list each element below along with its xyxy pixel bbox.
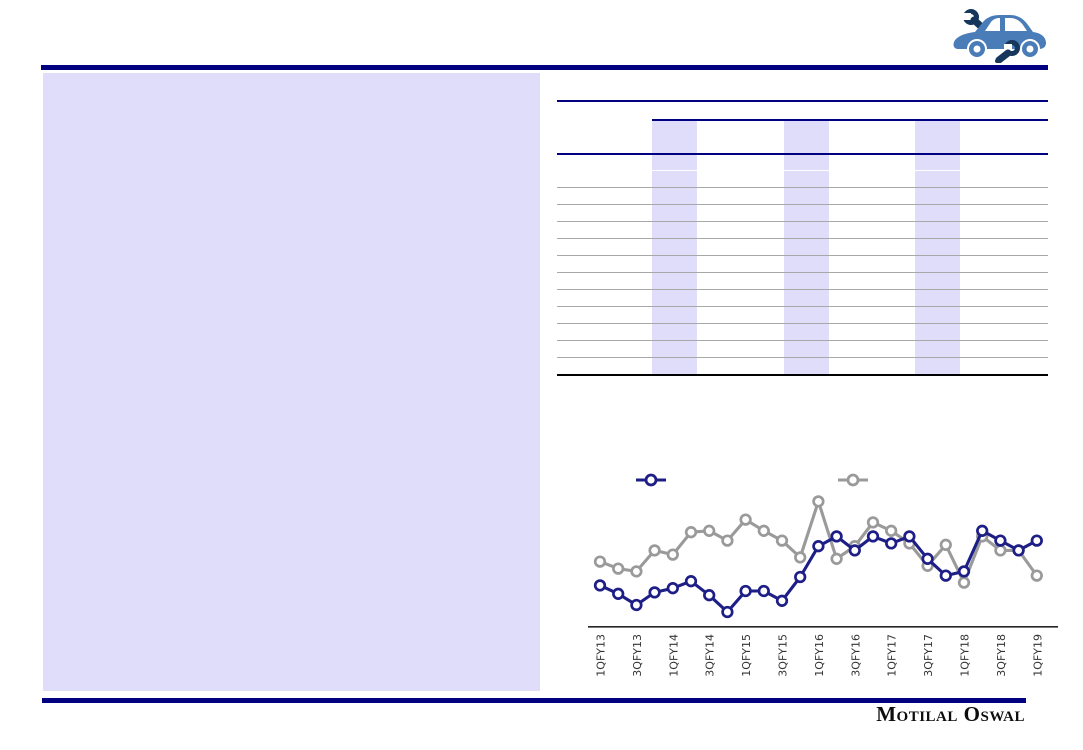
trend-chart-svg: 1QFY13 3QFY13 1QFY14 3QFY14 1QFY15 3QFY15 1QFY…: [588, 473, 1058, 677]
data-point: [812, 540, 825, 553]
data-point: [1030, 569, 1043, 582]
data-point: [666, 582, 679, 595]
data-point: [703, 589, 716, 602]
content-placeholder-box: [43, 73, 540, 691]
data-point: [794, 551, 807, 564]
x-tick-label: 3QFY14: [704, 634, 717, 677]
data-point: [921, 552, 934, 565]
x-tick-label: 3QFY18: [995, 634, 1008, 677]
legend-entry-0: [636, 473, 666, 487]
data-point: [775, 594, 789, 607]
data-point: [739, 513, 752, 526]
data-point: [957, 576, 971, 589]
data-point: [957, 565, 971, 578]
data-point: [994, 534, 1007, 547]
quarterly-trend-chart: 1QFY13 3QFY13 1QFY14 3QFY14 1QFY15 3QFY15 1QFY…: [557, 458, 1069, 698]
x-tick-label: 1QFY16: [813, 634, 826, 677]
data-point: [976, 524, 989, 537]
data-point: [939, 569, 952, 582]
car-wheel-icon: [967, 39, 1040, 59]
data-point: [830, 552, 843, 565]
x-tick-label: 1QFY13: [595, 634, 608, 677]
table-bottom-rule: [557, 373, 1048, 376]
data-point: [757, 524, 770, 537]
data-point: [593, 555, 607, 568]
data-point: [684, 526, 698, 539]
data-point: [721, 534, 734, 547]
data-point: [848, 544, 861, 557]
x-tick-label: 3QFY13: [631, 634, 644, 677]
table-rows: [557, 171, 1048, 375]
table-top-rule: [557, 100, 1048, 102]
car-service-icon: [953, 9, 1046, 63]
data-point: [903, 530, 916, 543]
data-point: [630, 565, 643, 578]
wrench-bottom-icon: [995, 40, 1020, 63]
x-tick-label: 1QFY17: [886, 634, 899, 677]
x-tick-label: 1QFY14: [667, 634, 680, 677]
data-point: [775, 534, 789, 547]
data-point: [885, 524, 898, 537]
data-point: [703, 524, 716, 537]
data-point: [739, 584, 752, 598]
data-point: [866, 516, 880, 529]
x-tick-label: 3QFY16: [849, 634, 862, 677]
data-point: [830, 530, 843, 543]
series-line-1: [593, 524, 1043, 619]
data-point: [593, 579, 607, 592]
data-point: [684, 575, 698, 588]
x-tick-label: 1QFY18: [959, 634, 972, 677]
data-point: [612, 562, 625, 575]
table-subheader-rule: [652, 119, 1048, 121]
data-point: [721, 605, 734, 619]
table-row-separator: [652, 169, 1048, 171]
x-tick-label: 3QFY17: [922, 634, 935, 677]
data-point: [812, 495, 825, 508]
header-rule: [41, 65, 1048, 70]
legend-entry-1: [838, 473, 868, 487]
x-tick-label: 3QFY15: [777, 634, 790, 677]
data-point: [666, 548, 679, 561]
data-point: [648, 544, 661, 557]
data-point: [630, 598, 643, 612]
data-point: [1012, 544, 1025, 557]
brand-logo: Motilal Oswal: [876, 702, 1025, 726]
table-header-rule: [557, 153, 1048, 155]
data-point: [648, 586, 661, 599]
data-point: [994, 544, 1007, 557]
data-point: [794, 570, 807, 584]
financials-table: [557, 100, 1048, 376]
x-tick-label: 1QFY15: [740, 634, 753, 677]
data-point: [1030, 534, 1043, 547]
data-point: [939, 538, 952, 551]
data-point: [866, 530, 880, 543]
footer-rule: [42, 698, 1026, 703]
data-point: [757, 584, 770, 598]
data-point: [612, 587, 625, 600]
x-tick-label: 1QFY19: [1031, 634, 1044, 677]
data-point: [885, 537, 898, 550]
